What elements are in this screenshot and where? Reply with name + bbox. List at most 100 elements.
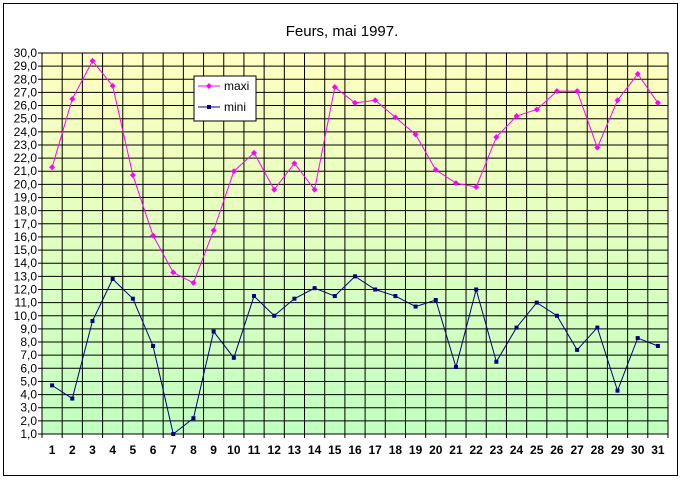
data-point-maxi bbox=[392, 114, 399, 121]
data-point-mini bbox=[474, 287, 479, 292]
data-point-maxi bbox=[574, 88, 581, 95]
x-tick-label: 12 bbox=[268, 443, 282, 457]
x-tick-label: 7 bbox=[170, 443, 177, 457]
data-point-mini bbox=[70, 396, 75, 401]
data-point-maxi bbox=[49, 164, 56, 171]
x-tick-label: 24 bbox=[510, 443, 524, 457]
x-tick-label: 11 bbox=[248, 443, 261, 457]
x-tick-label: 28 bbox=[591, 443, 605, 457]
data-point-maxi bbox=[553, 88, 560, 95]
data-point-mini bbox=[615, 388, 620, 393]
data-point-maxi bbox=[271, 186, 278, 193]
x-tick-label: 5 bbox=[130, 443, 137, 457]
data-point-maxi bbox=[210, 227, 217, 234]
x-tick-label: 15 bbox=[328, 443, 342, 457]
data-point-mini bbox=[534, 300, 539, 305]
data-point-mini bbox=[655, 343, 660, 348]
data-point-mini bbox=[413, 304, 418, 309]
data-point-mini bbox=[595, 325, 600, 330]
data-point-mini bbox=[393, 294, 398, 299]
data-point-mini bbox=[50, 383, 55, 388]
data-point-mini bbox=[353, 274, 357, 279]
data-point-maxi bbox=[170, 269, 177, 276]
data-point-mini bbox=[453, 364, 458, 369]
data-point-mini bbox=[292, 296, 297, 301]
y-tick-label: 30,0 bbox=[14, 46, 38, 60]
x-tick-label: 16 bbox=[348, 443, 362, 457]
data-point-maxi bbox=[493, 134, 500, 141]
data-point-maxi bbox=[311, 186, 318, 193]
data-point-mini bbox=[130, 296, 135, 301]
y-tick-label: 17,0 bbox=[14, 217, 38, 231]
chart-container: Feurs, mai 1997. 1,0 2,0 3,0 4,0 5,0 6,0 7,0 8,… bbox=[3, 3, 678, 476]
legend-maxi-label: maxi bbox=[224, 79, 249, 93]
data-point-mini bbox=[151, 343, 156, 348]
y-tick-label: 6,0 bbox=[20, 361, 37, 375]
y-tick-label: 24,0 bbox=[14, 125, 38, 139]
data-point-mini bbox=[90, 319, 95, 324]
data-point-maxi bbox=[129, 172, 136, 179]
data-point-mini bbox=[231, 355, 236, 360]
x-tick-label: 10 bbox=[227, 443, 241, 457]
y-tick-label: 1,0 bbox=[20, 427, 37, 441]
data-point-maxi bbox=[513, 113, 520, 120]
y-tick-label: 15,0 bbox=[14, 243, 38, 257]
y-tick-label: 5,0 bbox=[20, 374, 37, 388]
data-point-mini bbox=[272, 313, 277, 318]
data-point-maxi bbox=[230, 168, 237, 175]
x-tick-label: 8 bbox=[190, 443, 197, 457]
legend-box bbox=[193, 75, 257, 122]
data-point-maxi bbox=[654, 99, 661, 106]
data-point-mini bbox=[433, 297, 438, 302]
data-point-maxi bbox=[251, 149, 258, 156]
y-tick-label: 9,0 bbox=[20, 322, 37, 336]
legend: maxi mini bbox=[193, 75, 257, 122]
data-point-maxi bbox=[412, 131, 419, 138]
x-axis-ticks: 1 2 3 4 5 6 7 8 9 10 11 12 13 14 15 16 17 18 19 20 21 22 23 24 2… bbox=[49, 443, 665, 457]
y-tick-label: 10,0 bbox=[14, 309, 38, 323]
x-tick-label: 21 bbox=[449, 443, 463, 457]
data-point-maxi bbox=[432, 166, 439, 173]
x-tick-label: 9 bbox=[210, 443, 217, 457]
data-point-mini bbox=[635, 336, 640, 341]
legend-maxi-marker bbox=[206, 83, 212, 89]
data-point-mini bbox=[110, 276, 115, 281]
x-tick-label: 13 bbox=[288, 443, 302, 457]
data-point-mini bbox=[554, 313, 559, 318]
y-axis-ticks: 1,02,03,04,05,06,07,08,09,010,011,012,01… bbox=[14, 46, 42, 441]
chart-title: Feurs, mai 1997. bbox=[286, 23, 399, 40]
x-tick-label: 14 bbox=[308, 443, 322, 457]
x-tick-label: 26 bbox=[550, 443, 564, 457]
plot-area bbox=[41, 52, 669, 435]
data-point-maxi bbox=[69, 95, 76, 102]
data-point-mini bbox=[494, 359, 499, 364]
y-tick-label: 27,0 bbox=[14, 85, 38, 99]
y-tick-label: 3,0 bbox=[20, 401, 37, 415]
y-tick-label: 29,0 bbox=[14, 59, 38, 73]
x-tick-label: 29 bbox=[611, 443, 625, 457]
x-tick-label: 30 bbox=[631, 443, 645, 457]
x-tick-label: 20 bbox=[429, 443, 443, 457]
data-point-mini bbox=[171, 432, 176, 436]
y-tick-label: 14,0 bbox=[14, 256, 38, 270]
x-tick-label: 17 bbox=[369, 443, 383, 457]
data-point-maxi bbox=[352, 99, 358, 106]
data-point-mini bbox=[514, 325, 519, 330]
x-tick-label: 3 bbox=[89, 443, 96, 457]
data-point-maxi bbox=[614, 97, 621, 104]
legend-mini-label: mini bbox=[224, 100, 246, 114]
y-tick-label: 11,0 bbox=[15, 296, 38, 310]
x-tick-label: 31 bbox=[651, 443, 665, 457]
data-point-maxi bbox=[150, 232, 157, 239]
x-tick-label: 1 bbox=[49, 443, 56, 457]
y-tick-label: 16,0 bbox=[14, 230, 38, 244]
y-tick-label: 19,0 bbox=[14, 191, 38, 205]
y-tick-label: 28,0 bbox=[14, 72, 38, 86]
data-point-maxi bbox=[452, 180, 459, 187]
data-point-maxi bbox=[372, 97, 379, 104]
data-point-maxi bbox=[533, 106, 540, 113]
y-tick-label: 4,0 bbox=[20, 388, 37, 402]
data-point-mini bbox=[332, 294, 337, 299]
data-point-maxi bbox=[473, 184, 480, 191]
x-tick-label: 6 bbox=[150, 443, 157, 457]
